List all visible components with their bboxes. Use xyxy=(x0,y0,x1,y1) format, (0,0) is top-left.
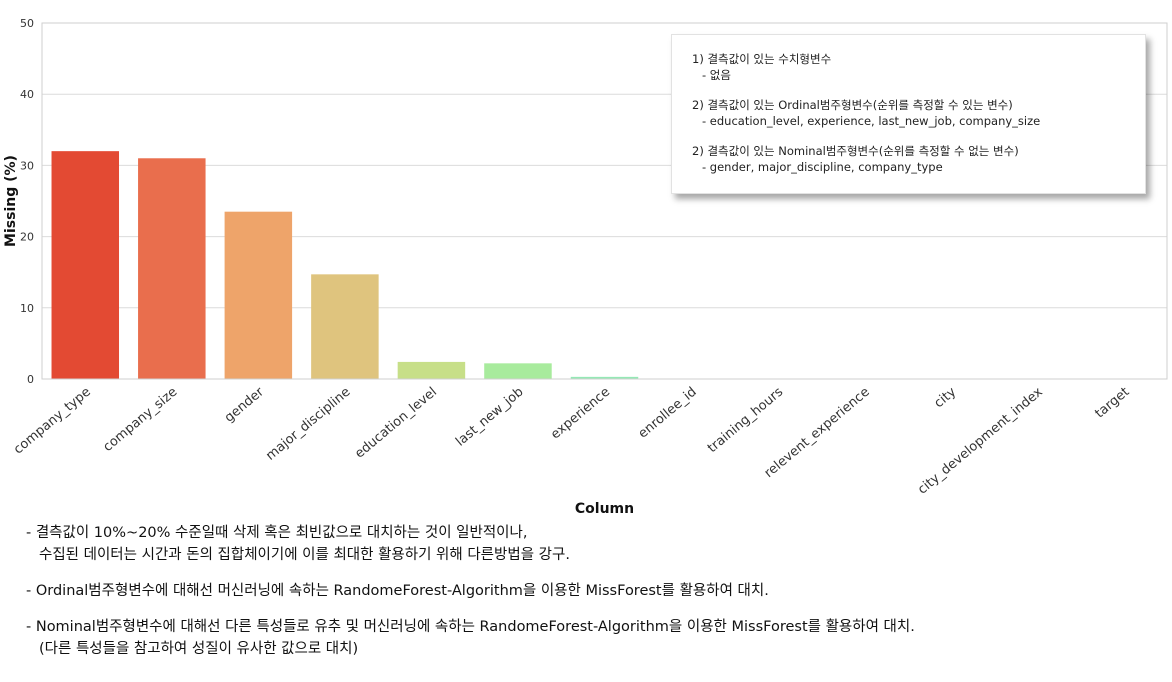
note-paragraph-ordinal: - Ordinal범주형변수에 대해선 머신러닝에 속하는 RandomeFor… xyxy=(26,580,1156,602)
note-item: - 없음 xyxy=(702,68,731,82)
bar-experience xyxy=(570,376,639,379)
bar-last-new-job xyxy=(484,363,552,379)
bar-education-level xyxy=(397,361,466,379)
note-line: (다른 특성들을 참고하여 성질이 유사한 값으로 대치) xyxy=(39,641,359,657)
y-tick-label: 0 xyxy=(27,373,34,386)
x-tick-label: enrollee_id xyxy=(636,385,700,442)
x-tick-label: major_discipline xyxy=(263,385,353,464)
note-item: - education_level, experience, last_new_… xyxy=(702,114,1041,128)
missing-values-bar-chart: 0 10 20 30 40 50 company_type company_size gend… xyxy=(3,17,1168,517)
bar-company-size xyxy=(138,158,206,379)
x-tick-label: gender xyxy=(222,384,267,426)
note-line: - 결측값이 10%~20% 수준일때 삭제 혹은 최빈값으로 대치하는 것이 … xyxy=(26,525,528,541)
note-line: - Ordinal범주형변수에 대해선 머신러닝에 속하는 RandomeFor… xyxy=(26,583,769,599)
bar-major-discipline xyxy=(311,274,379,379)
y-tick-labels: 0 10 20 30 40 50 xyxy=(20,17,34,386)
note-heading: 1) 결측값이 있는 수치형변수 xyxy=(692,52,832,66)
y-tick-label: 40 xyxy=(20,88,34,101)
bar-gender xyxy=(224,211,293,379)
y-tick-label: 30 xyxy=(20,159,34,172)
note-group-ordinal: 2) 결측값이 있는 Ordinal범주형변수(순위를 측정할 수 있는 변수)… xyxy=(692,97,1131,129)
note-paragraph-mode-imputation: - 결측값이 10%~20% 수준일때 삭제 혹은 최빈값으로 대치하는 것이 … xyxy=(26,522,1156,566)
x-tick-label: company_size xyxy=(101,385,181,455)
y-tick-label: 10 xyxy=(20,302,34,315)
x-tick-label: training_hours xyxy=(705,384,786,456)
note-line: - Nominal범주형변수에 대해선 다른 특성들로 유추 및 머신러닝에 속… xyxy=(26,619,915,635)
bar-company-type xyxy=(51,151,120,379)
x-tick-label: last_new_job xyxy=(453,385,526,450)
note-item: - gender, major_discipline, company_type xyxy=(702,160,943,174)
y-tick-label: 50 xyxy=(20,17,34,30)
x-tick-label: experience xyxy=(548,385,613,443)
x-tick-label: education_level xyxy=(352,385,440,462)
note-heading: 2) 결측값이 있는 Nominal범주형변수(순위를 측정할 수 없는 변수) xyxy=(692,144,1019,158)
bars xyxy=(51,151,639,379)
plot-frame xyxy=(41,22,1168,380)
note-group-nominal: 2) 결측값이 있는 Nominal범주형변수(순위를 측정할 수 없는 변수)… xyxy=(692,143,1131,175)
note-group-numeric: 1) 결측값이 있는 수치형변수 - 없음 xyxy=(692,51,1131,83)
note-line: 수집된 데이터는 시간과 돈의 집합체이기에 이를 최대한 활용하기 위해 다른… xyxy=(39,547,570,563)
x-tick-labels: company_type company_size gendermajor_disc… xyxy=(11,384,1132,497)
note-heading: 2) 결측값이 있는 Ordinal범주형변수(순위를 측정할 수 있는 변수) xyxy=(692,98,1013,112)
x-tick-label: company_type xyxy=(11,385,94,458)
bottom-notes: - 결측값이 10%~20% 수준일때 삭제 혹은 최빈값으로 대치하는 것이 … xyxy=(26,522,1156,674)
y-tick-label: 20 xyxy=(20,231,34,244)
x-tick-label: target xyxy=(1092,385,1132,422)
y-axis-title: Missing (%) xyxy=(3,155,19,247)
x-tick-label: city xyxy=(932,384,960,411)
x-axis-title: Column xyxy=(575,501,634,517)
note-paragraph-nominal: - Nominal범주형변수에 대해선 다른 특성들로 유추 및 머신러닝에 속… xyxy=(26,616,1156,660)
missing-variable-note-box: 1) 결측값이 있는 수치형변수 - 없음 2) 결측값이 있는 Ordinal… xyxy=(671,34,1146,194)
